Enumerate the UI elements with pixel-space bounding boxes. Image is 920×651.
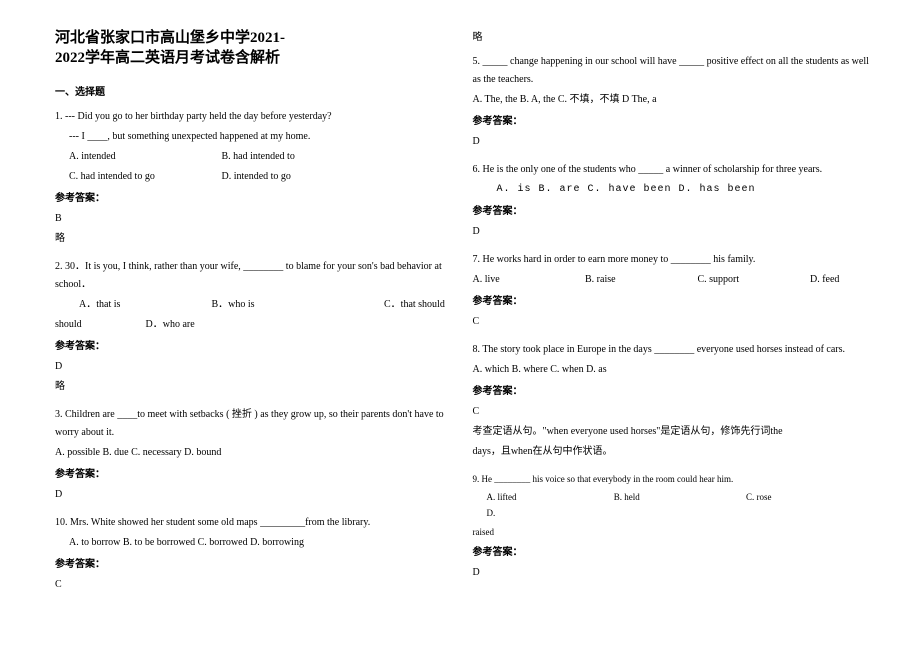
title-line1: 河北省张家口市高山堡乡中学2021- xyxy=(55,28,453,48)
q6-ans-h: 参考答案： xyxy=(473,203,871,221)
question-8: 8. The story took place in Europe in the… xyxy=(473,341,871,461)
q7-ans: C xyxy=(473,313,871,331)
q9-optB: B. held xyxy=(614,489,744,505)
q3-opts: A. possible B. due C. necessary D. bound xyxy=(55,444,453,462)
question-2: 2. 30．It is you, I think, rather than yo… xyxy=(55,258,453,396)
q5-stem: 5. _____ change happening in our school … xyxy=(473,53,871,89)
q9-optD-prefix: D. xyxy=(487,508,496,518)
q9-optC: C. rose xyxy=(746,489,866,505)
q7-ans-h: 参考答案： xyxy=(473,293,871,311)
q2-stem: 2. 30．It is you, I think, rather than yo… xyxy=(55,258,453,294)
q1-opts-row1: A. intended B. had intended to xyxy=(55,148,453,166)
q2-note: 略 xyxy=(55,378,453,396)
q2-ans: D xyxy=(55,358,453,376)
question-9: 9. He ________ his voice so that everybo… xyxy=(473,471,871,582)
doc-title: 河北省张家口市高山堡乡中学2021- 2022学年高二英语月考试卷含解析 xyxy=(55,28,453,69)
title-line2: 2022学年高二英语月考试卷含解析 xyxy=(55,48,453,68)
q8-expl2: days，且when在从句中作状语。 xyxy=(473,443,871,461)
q6-stem: 6. He is the only one of the students wh… xyxy=(473,161,871,179)
q1-optD: D. intended to go xyxy=(222,168,372,186)
q3-ans: D xyxy=(55,486,453,504)
q9-ans-h: 参考答案： xyxy=(473,544,871,562)
q1-ans-h: 参考答案： xyxy=(55,190,453,208)
q10-ans: C xyxy=(55,576,453,594)
q5-opts: A. The, the B. A, the C. 不填，不填 D The, a xyxy=(473,91,871,109)
q1-stem1: 1. --- Did you go to her birthday party … xyxy=(55,108,453,126)
q5-ans-h: 参考答案： xyxy=(473,113,871,131)
q2-optC-cont: should xyxy=(55,316,143,334)
q7-opts: A. live B. raise C. support D. feed xyxy=(473,271,871,289)
q10-opts: A. to borrow B. to be borrowed C. borrow… xyxy=(55,534,453,552)
right-column: 略 5. _____ change happening in our schoo… xyxy=(473,28,891,631)
q9-optA: A. lifted xyxy=(487,489,612,505)
q7-optC: C. support xyxy=(698,271,808,289)
q1-note: 略 xyxy=(55,230,453,248)
q2-optD: D．who are xyxy=(146,319,195,330)
q1-ans: B xyxy=(55,210,453,228)
q8-expl1: 考查定语从句。"when everyone used horses"是定语从句，… xyxy=(473,423,871,441)
question-6: 6. He is the only one of the students wh… xyxy=(473,161,871,241)
q7-optA: A. live xyxy=(473,271,583,289)
q9-stem: 9. He ________ his voice so that everybo… xyxy=(473,471,871,487)
q9-optD-cont: raised xyxy=(473,524,871,540)
q1-optC: C. had intended to go xyxy=(69,168,219,186)
question-5: 5. _____ change happening in our school … xyxy=(473,53,871,151)
q8-ans-h: 参考答案： xyxy=(473,383,871,401)
q1-optB: B. had intended to xyxy=(222,148,372,166)
r-note-top: 略 xyxy=(473,28,871,43)
q2-optC: C．that should xyxy=(384,299,445,310)
left-column: 河北省张家口市高山堡乡中学2021- 2022学年高二英语月考试卷含解析 一、选… xyxy=(55,28,473,631)
q6-ans: D xyxy=(473,223,871,241)
q2-opts2: should D．who are xyxy=(55,316,453,334)
q9-ans: D xyxy=(473,564,871,582)
q6-opts: A. is B. are C. have been D. has been xyxy=(473,181,871,199)
q2-optA: A．that is xyxy=(79,296,209,314)
q9-opts: A. lifted B. held C. rose D. xyxy=(473,489,871,521)
q5-ans: D xyxy=(473,133,871,151)
section-heading: 一、选择题 xyxy=(55,83,453,98)
q3-ans-h: 参考答案： xyxy=(55,466,453,484)
q7-optD: D. feed xyxy=(810,274,839,285)
q8-ans: C xyxy=(473,403,871,421)
question-10: 10. Mrs. White showed her student some o… xyxy=(55,514,453,594)
q3-stem: 3. Children are ____to meet with setback… xyxy=(55,406,453,442)
q2-ans-h: 参考答案： xyxy=(55,338,453,356)
q1-stem2: --- I ____, but something unexpected hap… xyxy=(55,128,453,146)
q10-ans-h: 参考答案： xyxy=(55,556,453,574)
q7-stem: 7. He works hard in order to earn more m… xyxy=(473,251,871,269)
q8-opts: A. which B. where C. when D. as xyxy=(473,361,871,379)
question-7: 7. He works hard in order to earn more m… xyxy=(473,251,871,331)
q10-stem: 10. Mrs. White showed her student some o… xyxy=(55,514,453,532)
q7-optB: B. raise xyxy=(585,271,695,289)
q2-optB: B．who is xyxy=(212,296,382,314)
q2-opts: A．that is B．who is C．that should xyxy=(55,296,453,314)
question-1: 1. --- Did you go to her birthday party … xyxy=(55,108,453,248)
q1-optA: A. intended xyxy=(69,148,219,166)
q1-opts-row2: C. had intended to go D. intended to go xyxy=(55,168,453,186)
question-3: 3. Children are ____to meet with setback… xyxy=(55,406,453,504)
q8-stem: 8. The story took place in Europe in the… xyxy=(473,341,871,359)
